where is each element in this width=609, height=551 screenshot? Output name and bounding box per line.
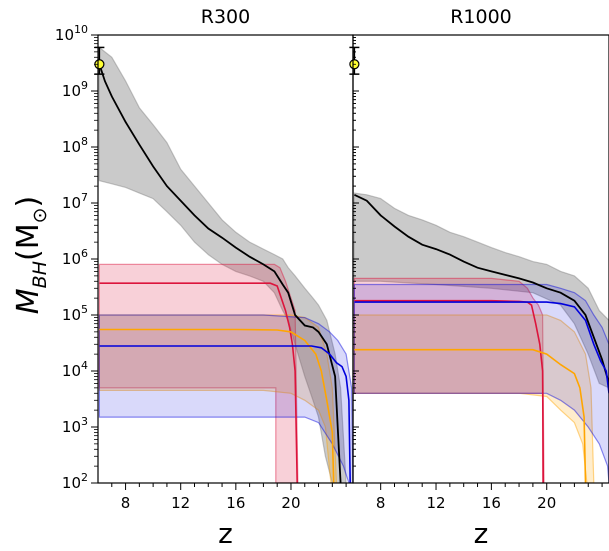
line-orange bbox=[99, 328, 335, 483]
x-tick-label: 8 bbox=[376, 494, 386, 512]
y-tick-label: 102 bbox=[62, 471, 88, 492]
panel-r1000: 8 12 16 20 R1000 z bbox=[349, 6, 609, 550]
y-tick-label: 109 bbox=[62, 79, 88, 100]
x-axis-label: z bbox=[218, 517, 233, 550]
x-tick-label: 8 bbox=[121, 494, 131, 512]
ylabel-sub: BH bbox=[29, 261, 51, 288]
line-blue bbox=[99, 345, 351, 483]
y-tick-exp: 2 bbox=[81, 471, 88, 484]
y-tick-label: 103 bbox=[62, 415, 88, 436]
y-tick-label: 106 bbox=[62, 247, 88, 268]
band-blue bbox=[98, 314, 353, 483]
x-axis-label: z bbox=[474, 517, 489, 550]
x-tick-label: 12 bbox=[171, 494, 190, 512]
line-orange bbox=[354, 348, 587, 483]
y-tick-exp: 9 bbox=[81, 79, 88, 92]
line-blue bbox=[354, 301, 609, 394]
ylabel-paren-open: (M bbox=[11, 223, 46, 261]
y-tick-label: 104 bbox=[62, 359, 88, 380]
ylabel-odot: ⊙ bbox=[29, 207, 51, 223]
line-black bbox=[354, 193, 609, 384]
band-red bbox=[353, 277, 545, 483]
ylabel-main: M bbox=[11, 288, 46, 314]
band-orange bbox=[98, 314, 338, 483]
y-tick-base: 10 bbox=[62, 82, 81, 100]
y-tick-label: 107 bbox=[62, 191, 88, 212]
panel-title: R300 bbox=[201, 6, 250, 28]
y-tick-label: 108 bbox=[62, 135, 88, 156]
line-black bbox=[98, 64, 342, 483]
x-tick-label: 16 bbox=[226, 494, 245, 512]
y-axis-label: MBH(M⊙) bbox=[11, 196, 51, 314]
y-tick-base: 10 bbox=[62, 418, 81, 436]
y-tick-exp: 4 bbox=[81, 359, 88, 372]
band-black bbox=[98, 46, 347, 483]
x-tick-label: 12 bbox=[426, 494, 445, 512]
band-orange bbox=[353, 314, 595, 483]
line-red bbox=[99, 282, 298, 483]
y-tick-base: 10 bbox=[62, 250, 81, 268]
y-tick-exp: 6 bbox=[81, 247, 88, 260]
band-blue bbox=[353, 283, 609, 483]
y-tick-base: 10 bbox=[55, 26, 74, 44]
plot-area bbox=[353, 192, 609, 483]
x-tick-label: 20 bbox=[537, 494, 556, 512]
y-tick-base: 10 bbox=[62, 362, 81, 380]
y-tick-label: 105 bbox=[62, 303, 88, 324]
y-tick-exp: 3 bbox=[81, 415, 88, 428]
y-tick-exp: 8 bbox=[81, 135, 88, 148]
panel-title: R1000 bbox=[450, 6, 512, 28]
plot-area bbox=[98, 46, 353, 483]
y-tick-exp: 10 bbox=[74, 23, 88, 36]
y-tick-base: 10 bbox=[62, 306, 81, 324]
y-tick-label: 1010 bbox=[55, 23, 88, 44]
x-tick-label: 16 bbox=[482, 494, 501, 512]
y-tick-base: 10 bbox=[62, 194, 81, 212]
band-red bbox=[98, 263, 299, 483]
panel-r300: 8 12 16 20 R300 z bbox=[94, 6, 359, 550]
line-red bbox=[354, 299, 545, 483]
y-tick-base: 10 bbox=[62, 138, 81, 156]
y-tick-exp: 5 bbox=[81, 303, 88, 316]
y-tick-exp: 7 bbox=[81, 191, 88, 204]
ylabel-paren-close: ) bbox=[11, 196, 46, 208]
y-tick-base: 10 bbox=[62, 474, 81, 492]
x-tick-label: 20 bbox=[281, 494, 300, 512]
